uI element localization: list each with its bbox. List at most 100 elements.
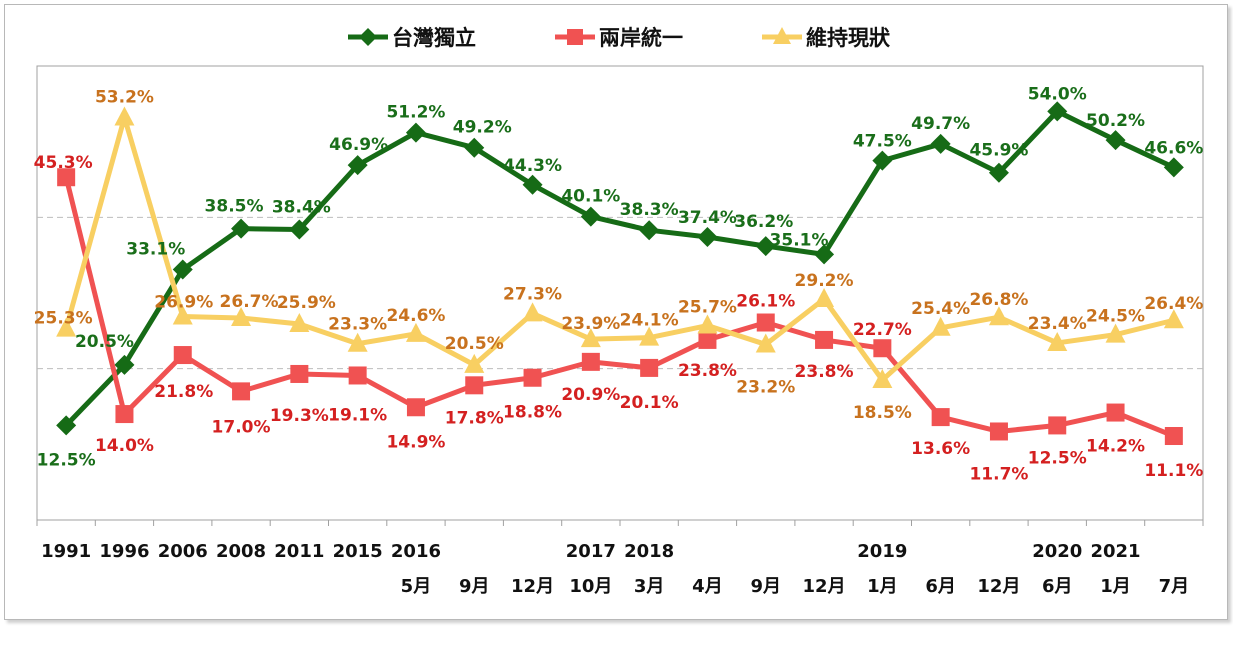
data-label: 26.8% [969, 290, 1028, 310]
data-label: 12.5% [1028, 448, 1087, 468]
data-label: 38.4% [272, 197, 331, 217]
data-point-square [640, 358, 659, 377]
data-label: 33.1% [126, 240, 185, 260]
data-label: 20.9% [561, 385, 620, 405]
data-point-triangle [930, 316, 951, 336]
x-tick-year: 2020 [1032, 541, 1082, 562]
data-label: 17.0% [212, 417, 271, 437]
data-label: 14.0% [95, 436, 154, 456]
data-label: 25.3% [34, 309, 93, 329]
data-point-square [1106, 403, 1125, 422]
series-line-2 [63, 114, 1175, 383]
data-label: 18.8% [503, 403, 562, 423]
x-tick-year: 1991 [41, 541, 91, 562]
data-point-square [989, 422, 1008, 441]
x-tick-month: 10月 [569, 576, 612, 597]
data-label: 47.5% [853, 132, 912, 152]
data-label: 21.8% [154, 382, 213, 402]
data-point-square [698, 330, 717, 349]
data-label: 35.1% [770, 230, 829, 250]
data-label: 13.6% [911, 439, 970, 459]
legend-diamond-icon [359, 28, 377, 46]
data-point-square [115, 405, 134, 424]
data-point-triangle [172, 305, 193, 325]
data-label: 11.1% [1144, 461, 1203, 481]
plot-area [36, 65, 1204, 521]
series-line-1 [63, 176, 1175, 439]
data-point-square [290, 364, 309, 383]
x-tick-year: 2021 [1090, 541, 1140, 562]
data-point-diamond [289, 219, 310, 240]
data-point-square [465, 376, 484, 395]
x-tick-year: 2017 [566, 541, 616, 562]
data-label: 29.2% [795, 271, 854, 291]
data-point-square [523, 368, 542, 387]
legend-label: 維持現狀 [806, 26, 891, 50]
data-point-triangle [1047, 331, 1068, 351]
data-point-square [756, 313, 775, 332]
data-label: 23.4% [1028, 314, 1087, 334]
data-point-diamond [1163, 157, 1184, 178]
x-tick-month: 3月 [634, 576, 665, 597]
data-point-triangle [1105, 323, 1126, 343]
data-label: 40.1% [561, 187, 620, 207]
legend-triangle-icon [773, 27, 791, 44]
data-point-square [581, 352, 600, 371]
data-label: 50.2% [1086, 111, 1145, 131]
data-label: 23.9% [561, 314, 620, 334]
data-label: 24.1% [620, 311, 679, 331]
data-point-diamond [697, 227, 718, 248]
data-point-diamond [872, 150, 893, 171]
data-label: 37.4% [678, 208, 737, 228]
data-label: 24.5% [1086, 307, 1145, 327]
data-point-square [1048, 416, 1067, 435]
data-point-diamond [405, 122, 426, 143]
data-label: 20.5% [75, 332, 134, 352]
data-point-diamond [755, 236, 776, 257]
data-label: 49.7% [911, 114, 970, 134]
x-tick-year: 2018 [624, 541, 674, 562]
data-point-diamond [639, 220, 660, 241]
data-label: 26.4% [1144, 294, 1203, 314]
data-label: 51.2% [386, 103, 445, 123]
x-tick-month: 12月 [977, 576, 1020, 597]
data-point-square [1164, 427, 1183, 446]
data-label: 19.3% [270, 406, 329, 426]
data-point-square [815, 330, 834, 349]
data-label: 36.2% [734, 212, 793, 232]
x-tick-year: 2008 [216, 541, 266, 562]
data-label: 46.6% [1144, 138, 1203, 158]
data-label: 14.2% [1086, 437, 1145, 457]
data-point-square [57, 168, 76, 187]
data-point-triangle [522, 302, 543, 322]
data-label: 25.7% [678, 298, 737, 318]
data-point-triangle [755, 333, 776, 353]
data-point-diamond [172, 259, 193, 280]
data-label: 44.3% [503, 156, 562, 176]
data-label: 45.9% [969, 141, 1028, 161]
data-label: 38.3% [620, 200, 679, 220]
data-point-diamond [56, 415, 77, 436]
data-label: 54.0% [1028, 84, 1087, 104]
data-label: 22.7% [853, 320, 912, 340]
data-point-triangle [464, 353, 485, 373]
data-label: 12.5% [37, 450, 96, 470]
x-tick-month: 6月 [925, 576, 956, 597]
data-point-diamond [347, 155, 368, 176]
data-point-triangle [814, 288, 835, 308]
data-label: 11.7% [969, 464, 1028, 484]
x-tick-month: 1月 [1100, 576, 1131, 597]
data-point-triangle [988, 306, 1009, 326]
data-point-square [873, 339, 892, 358]
data-label: 18.5% [853, 403, 912, 423]
data-point-triangle [405, 322, 426, 342]
data-label: 53.2% [95, 87, 154, 107]
data-label: 27.3% [503, 284, 562, 304]
data-label: 20.1% [620, 393, 679, 413]
data-label: 26.1% [736, 292, 795, 312]
data-point-triangle [697, 314, 718, 334]
data-point-triangle [231, 306, 252, 326]
legend-label: 兩岸統一 [599, 26, 683, 50]
data-point-triangle [1163, 309, 1184, 329]
